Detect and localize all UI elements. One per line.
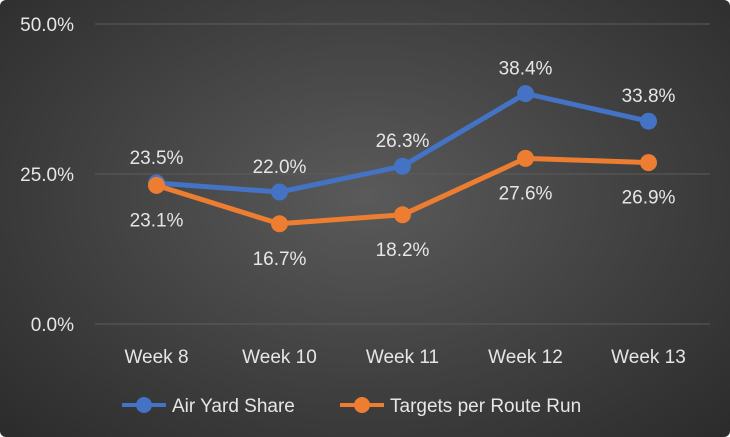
data-label: 16.7% (253, 249, 307, 270)
data-label: 22.0% (253, 157, 307, 178)
data-point (394, 206, 411, 224)
x-tick-label: Week 11 (366, 347, 439, 368)
x-tick-label: Week 10 (242, 347, 317, 368)
y-tick-label: 50.0% (20, 15, 74, 36)
data-label: 18.2% (376, 240, 430, 261)
data-point (271, 215, 288, 233)
data-point (271, 183, 288, 201)
data-point (148, 176, 165, 194)
data-point (394, 157, 411, 175)
legend-label: Targets per Route Run (390, 396, 581, 417)
y-tick-label: 0.0% (31, 315, 74, 336)
legend-swatch-marker (354, 397, 370, 413)
x-tick-label: Week 12 (488, 347, 563, 368)
data-point (517, 149, 534, 167)
data-label: 27.6% (499, 183, 553, 204)
data-label: 33.8% (622, 86, 676, 107)
data-point (640, 112, 657, 130)
data-point (517, 85, 534, 103)
legend-label: Air Yard Share (172, 396, 295, 417)
x-tick-label: Week 13 (611, 347, 686, 368)
data-label: 38.4% (499, 59, 553, 80)
data-point (640, 154, 657, 172)
legend-swatch-marker (136, 397, 152, 413)
x-tick-label: Week 8 (124, 347, 188, 368)
data-label: 23.1% (130, 210, 184, 231)
data-label: 26.9% (622, 188, 676, 209)
data-label: 23.5% (130, 148, 184, 169)
data-label: 26.3% (376, 131, 430, 152)
y-tick-label: 25.0% (20, 165, 74, 186)
